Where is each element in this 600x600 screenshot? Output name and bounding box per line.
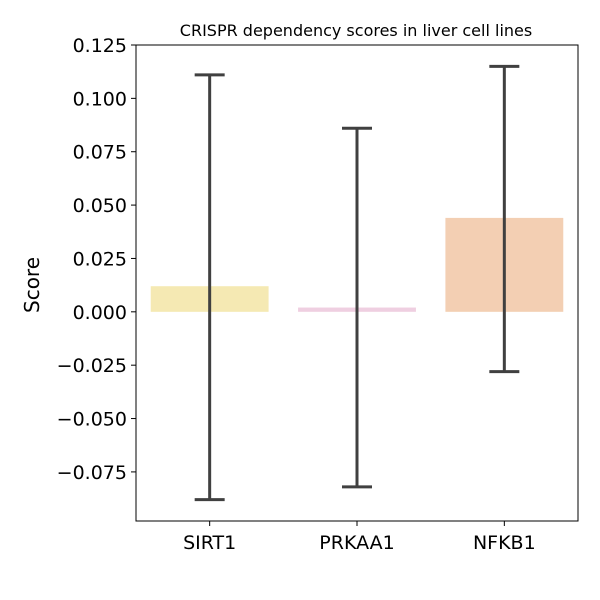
x-tick-label: PRKAA1 bbox=[319, 532, 394, 554]
y-tick-label: 0.125 bbox=[73, 35, 127, 57]
y-tick-label: 0.100 bbox=[73, 88, 127, 110]
y-axis: −0.075 −0.050 −0.025 0.000 0.025 0.050 0.075 0.… bbox=[57, 35, 136, 484]
error-bar-sirt1 bbox=[194, 73, 225, 502]
error-bar-nfkb1 bbox=[489, 64, 520, 374]
y-tick-label: −0.075 bbox=[57, 462, 127, 484]
y-tick-label: 0.050 bbox=[73, 195, 127, 217]
y-tick-label: −0.025 bbox=[57, 355, 127, 377]
x-tick-label: NFKB1 bbox=[473, 532, 536, 554]
plot-frame bbox=[135, 44, 579, 522]
y-tick-label: 0.025 bbox=[73, 248, 127, 270]
x-tick-label: SIRT1 bbox=[183, 532, 236, 554]
chart-title: CRISPR dependency scores in liver cell l… bbox=[180, 21, 532, 40]
y-tick-label: 0.000 bbox=[73, 302, 127, 324]
y-axis-label: Score bbox=[20, 257, 44, 313]
error-bars-layer bbox=[194, 64, 520, 502]
y-tick-label: 0.075 bbox=[73, 142, 127, 164]
error-bar-prkaa1 bbox=[342, 126, 372, 489]
y-tick-label: −0.050 bbox=[57, 409, 127, 431]
x-axis: SIRT1 PRKAA1 NFKB1 bbox=[183, 521, 536, 554]
